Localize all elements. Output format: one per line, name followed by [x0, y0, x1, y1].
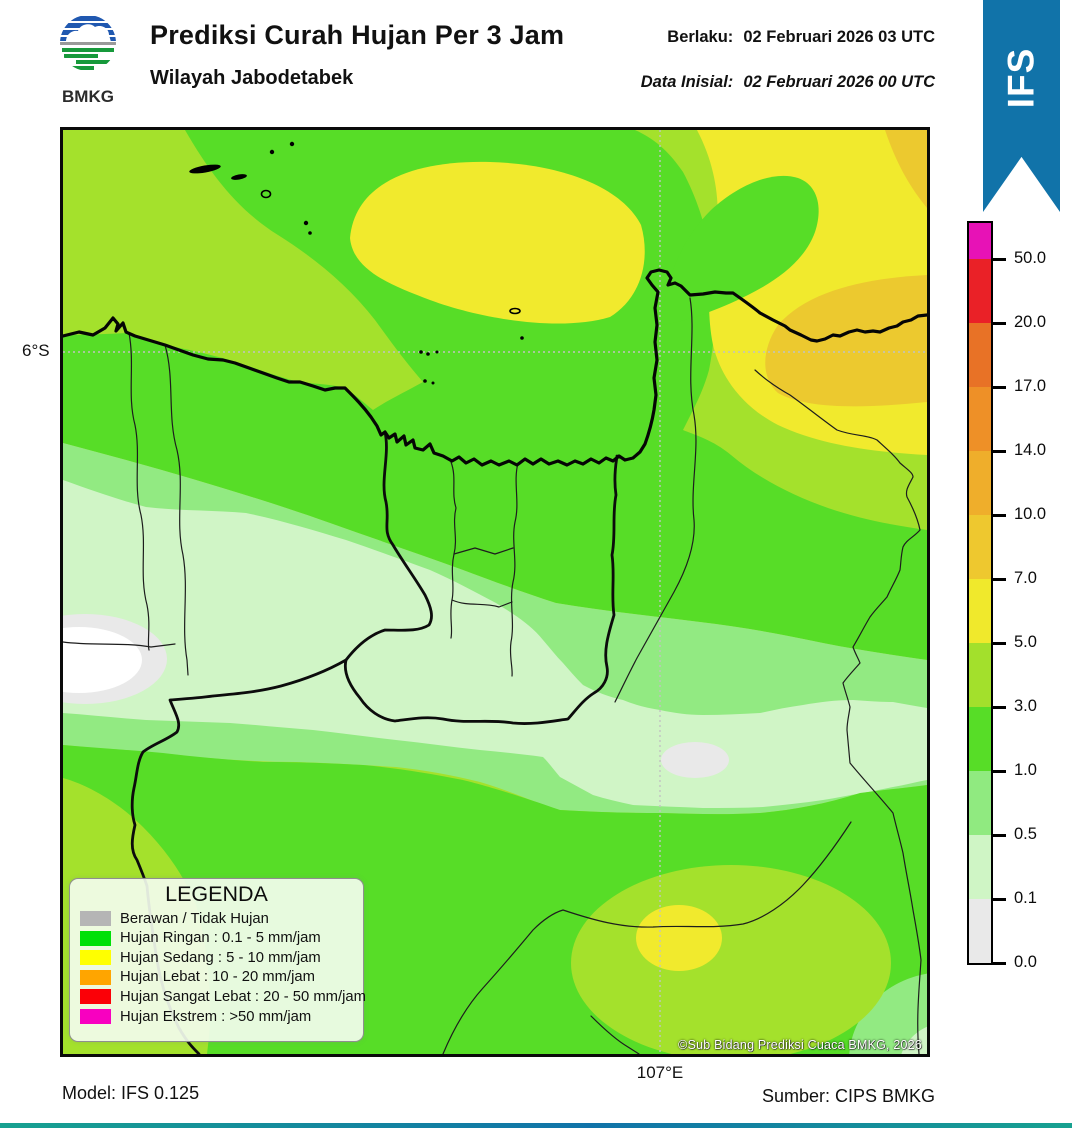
colorbar-tick-label: 5.0: [1014, 633, 1037, 651]
colorbar-segment: [969, 387, 991, 451]
source-label: Sumber: CIPS BMKG: [761, 1086, 935, 1106]
colorbar-segment: [969, 323, 991, 387]
axis-label-latitude: 6°S: [22, 341, 50, 360]
bmkg-logo-text: BMKG: [62, 87, 114, 106]
colorbar-tick: [993, 386, 1006, 389]
region-rain-palegreen: [63, 480, 927, 808]
legend-item: Hujan Ekstrem : >50 mm/jam: [80, 1009, 353, 1025]
model-ribbon-label: IFS: [1000, 47, 1042, 109]
legend-item-label: Berawan / Tidak Hujan: [120, 910, 269, 927]
legend-item: Hujan Sedang : 5 - 10 mm/jam: [80, 950, 353, 966]
region-rain-gold-east: [765, 275, 927, 407]
colorbar-tick: [993, 834, 1006, 837]
colorbar-tick-label: 0.5: [1014, 825, 1037, 843]
region-rain-se-light: [849, 973, 927, 1054]
init-time-value: 02 Februari 2026 00 UTC: [743, 73, 935, 91]
valid-time-label: Berlaku:: [667, 28, 734, 46]
district-boundaries: [63, 297, 922, 1054]
colorbar-segment: [969, 451, 991, 515]
legend-item-label: Hujan Ringan : 0.1 - 5 mm/jam: [120, 930, 321, 947]
colorbar-tick-label: 7.0: [1014, 569, 1037, 587]
legend-item: Hujan Sangat Lebat : 20 - 50 mm/jam: [80, 989, 366, 1005]
colorbar-tick-label: 1.0: [1014, 761, 1037, 779]
page-title: Prediksi Curah Hujan Per 3 Jam: [150, 20, 565, 50]
colorbar-tick: [993, 450, 1006, 453]
legend-swatch: [80, 950, 111, 966]
valid-time-value: 02 Februari 2026 03 UTC: [743, 28, 935, 46]
bottom-accent-bar: [0, 1123, 1072, 1128]
legend-item-label: Hujan Lebat : 10 - 20 mm/jam: [120, 969, 315, 986]
region-rain-gold-corner: [885, 130, 927, 208]
legend-item-label: Hujan Sangat Lebat : 20 - 50 mm/jam: [120, 988, 366, 1005]
model-label: Model: IFS 0.125: [62, 1083, 200, 1103]
region-dry-spot-center: [661, 742, 729, 778]
colorbar-tick-label: 3.0: [1014, 697, 1037, 715]
colorbar: [967, 221, 993, 965]
legend-swatch: [80, 1009, 111, 1025]
colorbar-tick: [993, 962, 1006, 965]
region-rain-bullseye-ring: [571, 865, 891, 1054]
legend-item: Hujan Lebat : 10 - 20 mm/jam: [80, 969, 353, 985]
colorbar-segment: [969, 899, 991, 963]
colorbar-tick-label: 0.0: [1014, 953, 1037, 971]
colorbar-tick-label: 10.0: [1014, 505, 1047, 523]
colorbar-tick-label: 14.0: [1014, 441, 1047, 459]
page-subtitle: Wilayah Jabodetabek: [150, 67, 354, 89]
colorbar-segment: [969, 259, 991, 323]
init-time: Data Inisial: 02 Februari 2026 00 UTC: [641, 73, 935, 92]
legend-item: Hujan Ringan : 0.1 - 5 mm/jam: [80, 930, 353, 946]
colorbar-tick-label: 17.0: [1014, 377, 1047, 395]
legend-swatch: [80, 911, 111, 927]
colorbar-tick: [993, 898, 1006, 901]
legend-item-label: Hujan Ekstrem : >50 mm/jam: [120, 1008, 312, 1025]
init-time-label: Data Inisial:: [640, 73, 734, 91]
colorbar-tick: [993, 258, 1006, 261]
bmkg-logo-icon: BMKG: [60, 15, 116, 106]
legend-swatch: [80, 989, 111, 1005]
islands: [189, 141, 524, 385]
copyright-note: ©Sub Bidang Prediksi Cuaca BMKG, 2026: [678, 1038, 922, 1052]
colorbar-segment: [969, 579, 991, 643]
legend-rows: Berawan / Tidak Hujan Hujan Ringan : 0.1 …: [80, 911, 366, 1025]
rainfall-map: LEGENDA Berawan / Tidak Hujan Hujan Ringa…: [60, 127, 930, 1057]
legend-swatch: [80, 969, 111, 985]
colorbar-segment: [969, 643, 991, 707]
valid-time: Berlaku: 02 Februari 2026 03 UTC: [667, 28, 935, 47]
colorbar-ticks: 50.0 20.0 17.0 14.0 10.0 7.0 5.0 3.0 1.0 0.5 0.1 0.…: [993, 221, 1072, 971]
colorbar-tick: [993, 322, 1006, 325]
legend-swatch: [80, 930, 111, 946]
colorbar-tick: [993, 706, 1006, 709]
model-ribbon: IFS: [983, 0, 1060, 212]
colorbar-tick: [993, 770, 1006, 773]
axis-label-longitude: 107°E: [636, 1063, 684, 1082]
colorbar-segment: [969, 515, 991, 579]
colorbar-segment: [969, 771, 991, 835]
colorbar-tick: [993, 578, 1006, 581]
region-rain-bullseye-core: [636, 905, 722, 971]
colorbar-segment: [969, 707, 991, 771]
legend-title: LEGENDA: [165, 882, 268, 906]
coastline: [63, 268, 927, 467]
colorbar-tick: [993, 514, 1006, 517]
colorbar-segment: [969, 223, 991, 259]
region-rain-se-pale: [901, 1026, 927, 1054]
colorbar-tick-label: 50.0: [1014, 249, 1047, 267]
legend-item-label: Hujan Sedang : 5 - 10 mm/jam: [120, 949, 321, 966]
legend-box: LEGENDA Berawan / Tidak Hujan Hujan Ringa…: [69, 878, 366, 1042]
legend-item: Berawan / Tidak Hujan: [80, 911, 353, 927]
region-rain-yellow-west: [350, 161, 645, 324]
colorbar-tick-label: 20.0: [1014, 313, 1047, 331]
colorbar-segment: [969, 835, 991, 899]
region-rain-green-tongue: [661, 175, 819, 325]
colorbar-tick: [993, 642, 1006, 645]
colorbar-tick-label: 0.1: [1014, 889, 1037, 907]
